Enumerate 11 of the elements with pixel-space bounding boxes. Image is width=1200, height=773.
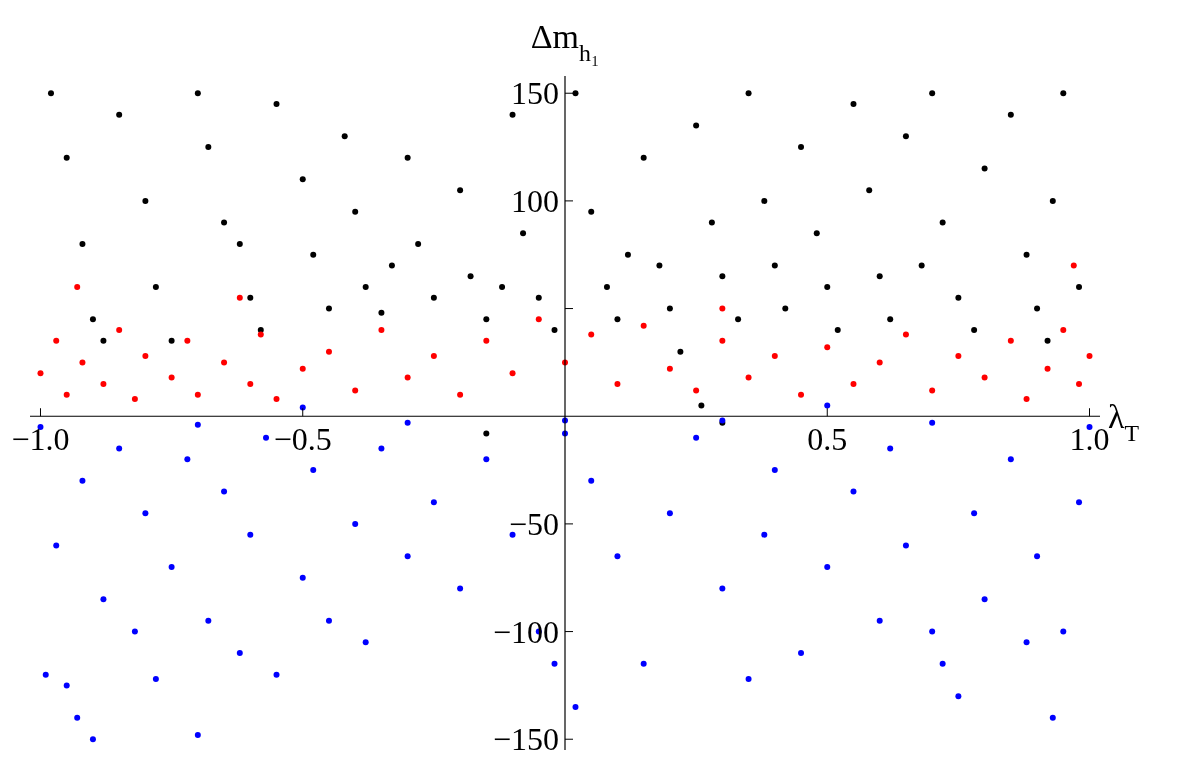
y-tick-label: −150 (492, 721, 559, 758)
x-tick-label: 1.0 (1069, 421, 1110, 458)
y-tick-label: 150 (511, 75, 559, 112)
y-axis-title: Δm$_{h₁}$ (530, 18, 600, 66)
x-tick-label: 0.5 (807, 421, 848, 458)
x-tick-label: −0.5 (273, 421, 332, 458)
y-tick-label: −100 (492, 613, 559, 650)
x-tick-label: −1.0 (11, 421, 70, 458)
y-tick-label: −50 (508, 505, 559, 542)
x-axis-title: λ$_{T}$ (1108, 398, 1140, 447)
y-tick-label: 100 (511, 182, 559, 219)
